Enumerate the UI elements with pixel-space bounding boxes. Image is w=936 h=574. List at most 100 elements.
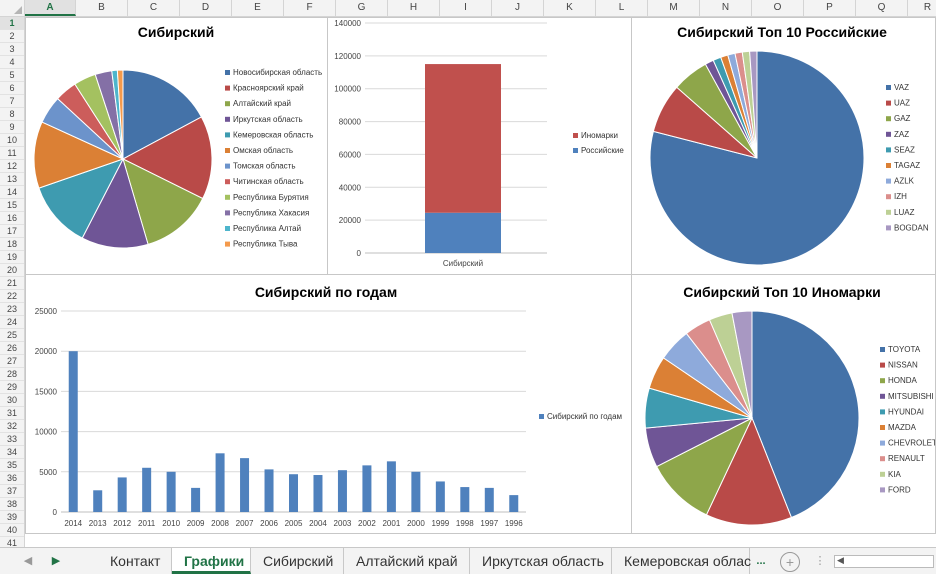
row-header-31[interactable]: 31 [0, 407, 24, 420]
bar[interactable] [215, 453, 225, 512]
sheet-tab[interactable]: Алтайский край [344, 548, 470, 574]
row-header-14[interactable]: 14 [0, 186, 24, 199]
row-header-8[interactable]: 8 [0, 108, 24, 121]
row-header-10[interactable]: 10 [0, 134, 24, 147]
chart-top10-russian-pie[interactable]: Сибирский Топ 10 Российские VAZ UAZ GAZ ZAZ S… [631, 17, 936, 275]
row-header-30[interactable]: 30 [0, 394, 24, 407]
row-header-24[interactable]: 24 [0, 316, 24, 329]
plus-circle-icon[interactable]: + [780, 552, 800, 572]
worksheet-grid[interactable]: Сибирский Новосибирская область Красноярск… [25, 17, 936, 547]
column-header-k[interactable]: K [544, 0, 596, 16]
row-header-15[interactable]: 15 [0, 199, 24, 212]
pie-slice[interactable] [751, 310, 860, 519]
row-header-25[interactable]: 25 [0, 329, 24, 342]
row-header-20[interactable]: 20 [0, 264, 24, 277]
column-header-l[interactable]: L [596, 0, 648, 16]
row-header-11[interactable]: 11 [0, 147, 24, 160]
row-header-18[interactable]: 18 [0, 238, 24, 251]
row-header-39[interactable]: 39 [0, 511, 24, 524]
sheet-tab[interactable]: Иркутская область [470, 548, 612, 574]
pie-slice[interactable] [116, 69, 124, 160]
sheet-tab[interactable]: Кемеровская облас [612, 548, 751, 574]
column-header-o[interactable]: O [752, 0, 804, 16]
row-header-35[interactable]: 35 [0, 459, 24, 472]
row-header-3[interactable]: 3 [0, 43, 24, 56]
bar[interactable] [68, 351, 78, 512]
row-header-1[interactable]: 1 [0, 17, 24, 30]
column-header-h[interactable]: H [388, 0, 440, 16]
row-header-28[interactable]: 28 [0, 368, 24, 381]
pie-slice[interactable] [33, 121, 125, 189]
column-header-q[interactable]: Q [856, 0, 908, 16]
pie-slice[interactable] [649, 50, 865, 266]
bar[interactable] [509, 495, 519, 512]
pie-slice[interactable] [122, 158, 204, 246]
column-header-f[interactable]: F [284, 0, 336, 16]
bar[interactable] [425, 64, 501, 213]
column-header-p[interactable]: P [804, 0, 856, 16]
row-header-40[interactable]: 40 [0, 524, 24, 537]
row-header-16[interactable]: 16 [0, 212, 24, 225]
chart-siberian-by-year[interactable]: Сибирский по годам 0 5000 10000 15000 20000 25… [25, 274, 632, 534]
row-header-21[interactable]: 21 [0, 277, 24, 290]
bar[interactable] [191, 487, 201, 512]
bar[interactable] [425, 212, 501, 253]
bar[interactable] [435, 481, 445, 512]
row-header-29[interactable]: 29 [0, 381, 24, 394]
bar[interactable] [93, 490, 103, 512]
row-header-7[interactable]: 7 [0, 95, 24, 108]
row-header-19[interactable]: 19 [0, 251, 24, 264]
horizontal-scrollbar[interactable]: ◀ [834, 555, 934, 568]
sheet-tab[interactable]: Контакт [98, 548, 172, 574]
column-header-g[interactable]: G [336, 0, 388, 16]
tab-overflow-indicator[interactable]: ... [756, 555, 766, 567]
column-header-i[interactable]: I [440, 0, 492, 16]
bar[interactable] [484, 487, 494, 512]
column-header-j[interactable]: J [492, 0, 544, 16]
row-header-22[interactable]: 22 [0, 290, 24, 303]
column-header-c[interactable]: C [128, 0, 180, 16]
pie-slice[interactable] [749, 50, 758, 159]
column-header-e[interactable]: E [232, 0, 284, 16]
bar[interactable] [337, 470, 347, 512]
bar[interactable] [142, 467, 152, 512]
row-header-12[interactable]: 12 [0, 160, 24, 173]
chart-top10-foreign-pie[interactable]: Сибирский Топ 10 Иномарки TOYOTA NISSAN HON… [631, 274, 936, 534]
pie-slice[interactable] [38, 158, 125, 239]
pie-slice[interactable] [655, 416, 754, 516]
more-options-icon[interactable]: ⋮ [814, 555, 826, 567]
chart-siberian-stacked-bar[interactable]: 0 20000 40000 60000 80000 100000 120000 140000 С… [327, 17, 632, 275]
scroll-left-icon[interactable]: ◀ [23, 555, 33, 567]
bar[interactable] [460, 487, 470, 512]
bar[interactable] [411, 471, 421, 512]
pie-slice[interactable] [122, 69, 203, 160]
bar[interactable] [166, 471, 176, 512]
row-header-17[interactable]: 17 [0, 225, 24, 238]
bar[interactable] [117, 477, 127, 512]
scroll-arrow-left-icon[interactable]: ◀ [837, 555, 844, 565]
pie-slice[interactable] [81, 157, 149, 249]
row-header-32[interactable]: 32 [0, 420, 24, 433]
row-header-13[interactable]: 13 [0, 173, 24, 186]
sheet-tab[interactable]: Сибирский [251, 548, 344, 574]
row-header-26[interactable]: 26 [0, 342, 24, 355]
bar[interactable] [313, 475, 323, 512]
column-header-d[interactable]: D [180, 0, 232, 16]
scroll-right-icon[interactable]: ▶ [51, 555, 61, 567]
pie-slice[interactable] [705, 416, 793, 526]
bar[interactable] [362, 465, 372, 512]
row-header-4[interactable]: 4 [0, 56, 24, 69]
row-header-5[interactable]: 5 [0, 69, 24, 82]
row-header-33[interactable]: 33 [0, 433, 24, 446]
row-header-34[interactable]: 34 [0, 446, 24, 459]
row-header-23[interactable]: 23 [0, 303, 24, 316]
sheet-tab[interactable]: Графики [172, 548, 251, 574]
pie-slice[interactable] [121, 116, 213, 200]
row-header-6[interactable]: 6 [0, 82, 24, 95]
row-header-36[interactable]: 36 [0, 472, 24, 485]
select-all-corner[interactable] [0, 0, 25, 17]
bar[interactable] [289, 474, 298, 512]
chart-siberian-regions-pie[interactable]: Сибирский Новосибирская область Красноярск… [25, 17, 328, 275]
column-header-n[interactable]: N [700, 0, 752, 16]
row-header-9[interactable]: 9 [0, 121, 24, 134]
